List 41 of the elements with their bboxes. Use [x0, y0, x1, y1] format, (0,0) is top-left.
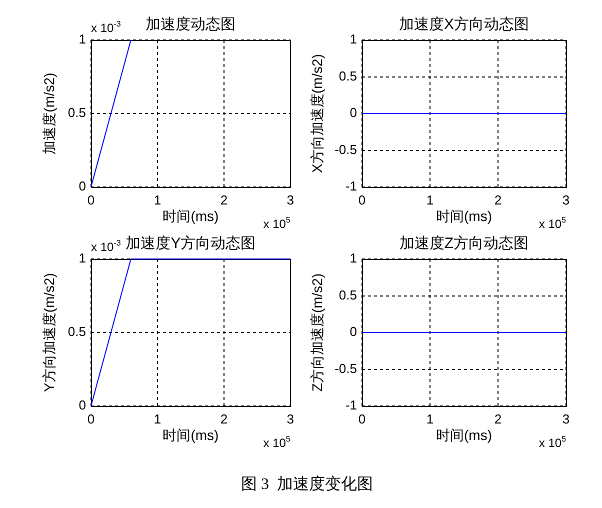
y-tick-label: -0.5	[334, 360, 357, 376]
y-tick-label: 1	[350, 32, 357, 47]
y-tick-label: 0.5	[68, 324, 86, 340]
x-axis-title: 时间(ms)	[436, 426, 492, 443]
y-tick-label: 1	[78, 250, 86, 266]
x-tick-label: 2	[494, 411, 502, 426]
x-tick-label: 2	[220, 411, 228, 426]
chart-title: 加速度Z方向动态图	[399, 235, 529, 252]
x-tick-label: 2	[220, 192, 228, 208]
y-tick-label: 0	[350, 105, 357, 120]
y-tick-label: 1	[78, 32, 86, 47]
y-tick-label: -1	[345, 178, 357, 194]
y-axis-title: Z方向加速度(m/s2)	[308, 273, 325, 392]
chart-title: 加速度动态图	[146, 16, 236, 34]
x-tick-label: 1	[426, 411, 434, 426]
y-axis-title: Y方向加速度(m/s2)	[40, 273, 57, 392]
x-axis-title: 时间(ms)	[162, 208, 219, 224]
y-tick-label: 0.5	[338, 287, 357, 302]
x-tick-label: 1	[154, 192, 162, 208]
y-tick-label: 0	[78, 398, 86, 413]
caption: 图 3 加速度变化图	[240, 474, 374, 495]
y-tick-label: 0	[350, 324, 357, 340]
x-axis-title: 时间(ms)	[436, 208, 492, 224]
x-tick-label: 2	[494, 192, 502, 208]
y-tick-label: 0.5	[68, 105, 86, 120]
y-tick-label: 1	[350, 250, 357, 266]
x-tick-label: 3	[286, 411, 294, 426]
y-tick-label: -0.5	[334, 142, 357, 157]
y-tick-label: 0.5	[338, 68, 357, 84]
x-tick-label: 3	[562, 192, 570, 208]
x-tick-label: 3	[562, 411, 570, 426]
y-tick-label: 0	[78, 178, 86, 194]
y-axis-title: X方向加速度(m/s2)	[308, 54, 325, 173]
x-tick-label: 3	[286, 192, 294, 208]
x-tick-label: 1	[426, 192, 434, 208]
x-tick-label: 1	[154, 411, 162, 426]
y-axis-title: 加速度(m/s2)	[40, 72, 57, 154]
x-axis-title: 时间(ms)	[162, 426, 219, 443]
chart-title: 加速度X方向动态图	[398, 16, 530, 34]
y-tick-label: -1	[345, 398, 357, 413]
chart-title: 加速度Y方向动态图	[126, 235, 256, 252]
